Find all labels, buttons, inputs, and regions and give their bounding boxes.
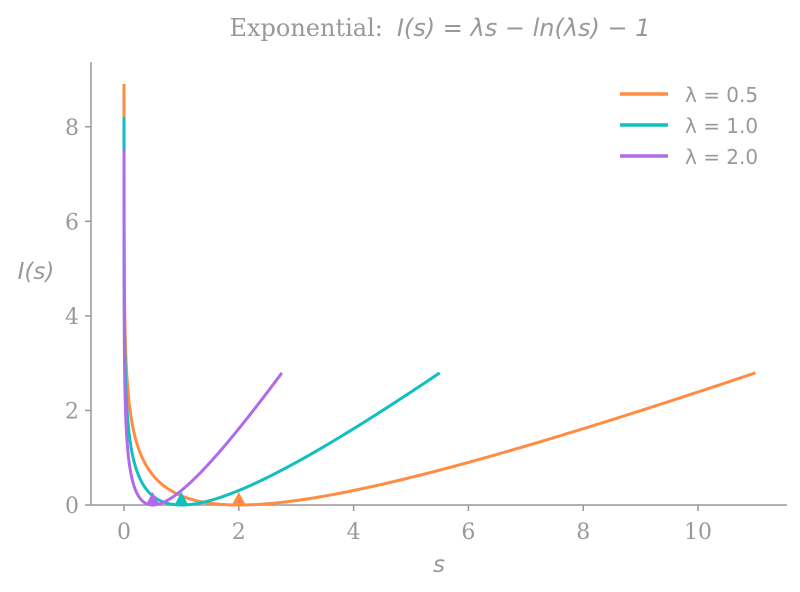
minimum-marker — [145, 492, 160, 505]
title-prefix: Exponential: — [229, 14, 382, 42]
minimum-marker — [174, 492, 189, 505]
legend-label: λ = 1.0 — [685, 114, 758, 138]
title-formula: I(s) = λs − ln(λs) − 1 — [397, 14, 651, 42]
axes: 0 2 4 6 8 10 0 2 4 6 8 — [65, 62, 787, 545]
chart-title: Exponential: I(s) = λs − ln(λs) − 1 — [229, 14, 650, 42]
x-tick-label: 10 — [684, 520, 712, 545]
series-line — [122, 84, 756, 507]
minimum-marker — [231, 492, 246, 505]
y-tick-label: 0 — [65, 494, 79, 519]
y-tick-label: 4 — [65, 305, 79, 330]
minimum-markers — [145, 492, 246, 505]
legend-label: λ = 2.0 — [685, 145, 758, 169]
series-line — [122, 116, 441, 507]
x-tick-label: 6 — [461, 520, 475, 545]
legend: λ = 0.5 λ = 1.0 λ = 2.0 — [620, 83, 758, 169]
x-axis-label: s — [433, 552, 445, 578]
x-tick-label: 2 — [232, 520, 246, 545]
y-tick-label: 2 — [65, 399, 79, 424]
y-tick-label: 6 — [65, 210, 79, 235]
x-tick-label: 0 — [117, 520, 131, 545]
y-tick-label: 8 — [65, 116, 79, 141]
series-line — [122, 149, 284, 507]
x-tick-label: 8 — [576, 520, 590, 545]
x-tick-label: 4 — [347, 520, 361, 545]
curves — [122, 84, 756, 507]
legend-label: λ = 0.5 — [685, 83, 758, 107]
y-axis-label: I(s) — [18, 259, 55, 285]
